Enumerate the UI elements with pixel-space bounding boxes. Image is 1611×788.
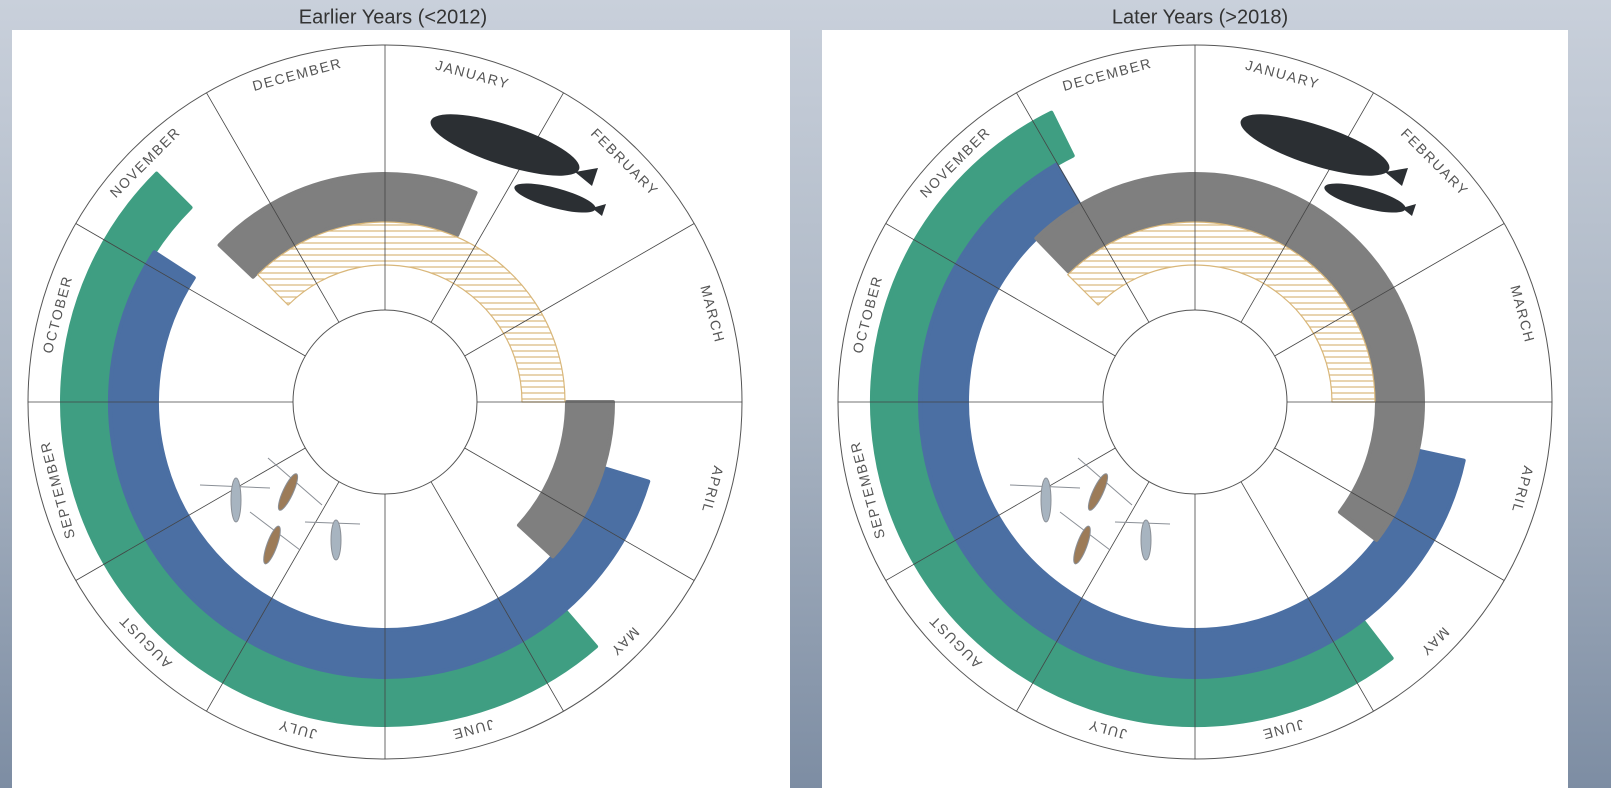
panel-title: Later Years (>2018) [1112, 6, 1288, 28]
month-divider [430, 92, 564, 323]
calendar-wheel: JANUARYFEBRUARYMARCHAPRILMAYJUNEJULYAUGU… [837, 44, 1553, 760]
month-divider [1240, 481, 1374, 712]
whale-illustration [430, 114, 1416, 216]
month-divider [206, 481, 340, 712]
month-divider [1016, 481, 1150, 712]
panel-title: Earlier Years (<2012) [299, 6, 487, 28]
month-divider [1016, 92, 1150, 323]
month-divider [885, 223, 1116, 357]
period-arc [217, 172, 478, 279]
month-divider [464, 447, 695, 581]
period-arc [918, 162, 1466, 679]
month-divider [430, 481, 564, 712]
month-divider [1240, 92, 1374, 323]
month-divider [464, 223, 695, 357]
month-divider [885, 447, 1116, 581]
period-arc [1034, 171, 1426, 542]
month-divider [75, 447, 306, 581]
month-divider [1274, 447, 1505, 581]
month-divider [75, 223, 306, 357]
hatched-arc [1067, 221, 1376, 403]
month-divider [1274, 223, 1505, 357]
month-divider [206, 92, 340, 323]
period-arc [516, 400, 615, 559]
period-arc [108, 250, 651, 679]
krill-illustration [199, 457, 1171, 565]
hatched-arc [257, 221, 566, 403]
